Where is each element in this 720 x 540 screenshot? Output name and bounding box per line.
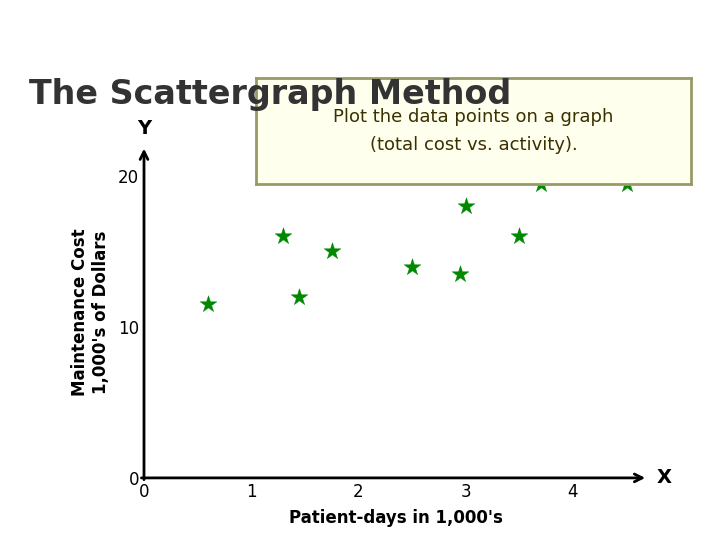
Point	[621, 179, 632, 188]
Point	[513, 232, 525, 241]
Text: Y: Y	[137, 119, 151, 138]
Y-axis label: Maintenance Cost
1,000's of Dollars: Maintenance Cost 1,000's of Dollars	[71, 228, 109, 396]
Point	[454, 270, 466, 279]
Text: Plot the data points on a graph
(total cost vs. activity).: Plot the data points on a graph (total c…	[333, 108, 613, 154]
Point	[406, 262, 418, 271]
Point	[202, 300, 214, 309]
Text: X: X	[657, 468, 672, 488]
Point	[278, 232, 289, 241]
Point	[535, 179, 546, 188]
X-axis label: Patient-days in 1,000's: Patient-days in 1,000's	[289, 509, 503, 527]
Text: 5-32: 5-32	[11, 13, 36, 23]
Point	[294, 293, 305, 301]
Point	[326, 247, 338, 256]
Text: The Scattergraph Method: The Scattergraph Method	[29, 78, 511, 111]
Point	[589, 172, 600, 180]
Point	[460, 202, 472, 211]
